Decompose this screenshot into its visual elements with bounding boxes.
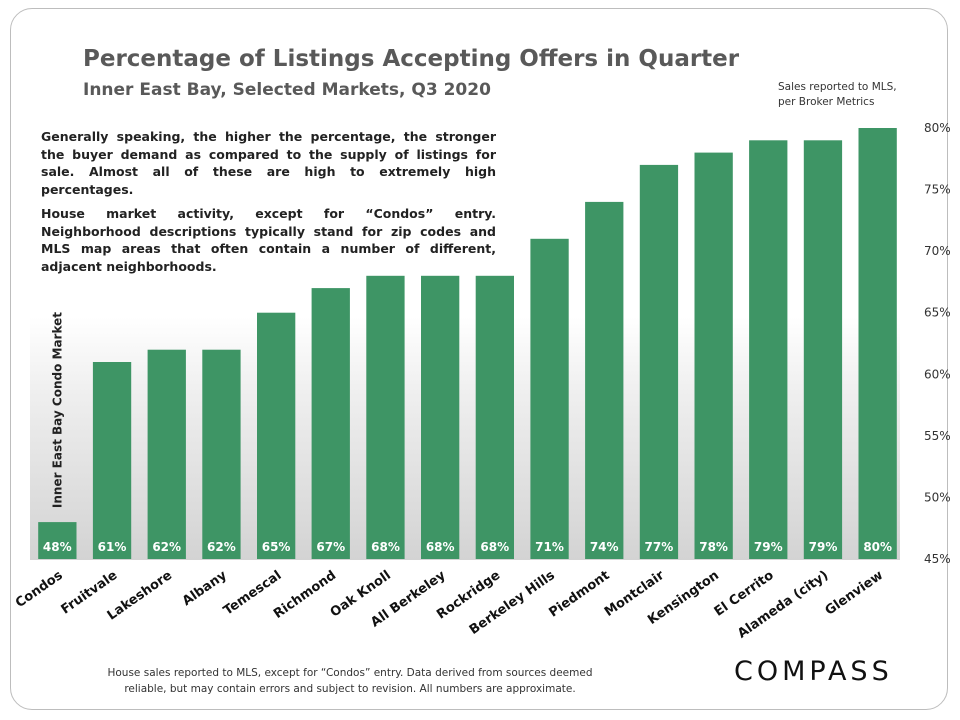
data-label: 68% [426, 540, 455, 554]
bar-fruitvale [92, 362, 132, 559]
data-label: 74% [590, 540, 619, 554]
data-label: 68% [480, 540, 509, 554]
y-tick-label: 80% [924, 121, 951, 135]
bar-kensington [694, 152, 733, 559]
data-label: 80% [863, 540, 892, 554]
source-line-2: per Broker Metrics [778, 96, 875, 108]
bar-glenview [858, 128, 897, 559]
bar-condos [38, 522, 77, 559]
explanation-paragraph-2: House market activity, except for “Condo… [41, 206, 496, 274]
footer-line-1: House sales reported to MLS, except for … [107, 667, 593, 679]
y-tick-label: 70% [924, 244, 951, 258]
bar-lakeshore [147, 349, 186, 559]
bar-albany [202, 349, 241, 559]
source-note: Sales reported to MLS, per Broker Metric… [778, 80, 928, 110]
bar-temescal [257, 312, 296, 559]
y-tick-label: 65% [924, 306, 951, 320]
y-tick-label: 50% [924, 490, 951, 504]
bar-berkeley-hills [530, 238, 569, 560]
data-label: 67% [316, 540, 345, 554]
explanation-paragraph-1: Generally speaking, the higher the perce… [41, 129, 496, 197]
data-label: 77% [645, 540, 674, 554]
bar-alameda-city [803, 140, 843, 560]
data-label: 71% [535, 540, 564, 554]
bar-richmond [311, 288, 350, 559]
y-tick-label: 55% [924, 429, 951, 443]
chart-subtitle: Inner East Bay, Selected Markets, Q3 202… [83, 80, 491, 100]
bar-montclair [639, 164, 679, 559]
condo-market-annotation: Inner East Bay Condo Market [50, 312, 64, 508]
footer-line-2: reliable, but may contain errors and sub… [124, 682, 576, 695]
data-label: 61% [98, 540, 127, 554]
y-tick-label: 60% [924, 367, 951, 381]
data-label: 62% [152, 540, 181, 554]
category-label: Glenview [823, 568, 886, 619]
footer-disclaimer: House sales reported to MLS, except for … [80, 666, 620, 697]
source-line-1: Sales reported to MLS, [778, 81, 897, 93]
bar-oak-knoll [366, 275, 405, 559]
y-tick-label: 75% [924, 183, 951, 197]
chart-title: Percentage of Listings Accepting Offers … [83, 46, 740, 72]
category-label: Albany [180, 568, 230, 609]
data-label: 79% [754, 540, 783, 554]
data-label: 78% [699, 540, 728, 554]
data-label: 48% [43, 540, 72, 554]
bar-rockridge [475, 275, 514, 559]
data-label: 65% [262, 540, 291, 554]
bar-all-berkeley [421, 275, 460, 559]
data-label: 62% [207, 540, 236, 554]
category-label: Alameda (city) [735, 568, 831, 642]
data-label: 68% [371, 540, 400, 554]
bar-el-cerrito [749, 140, 788, 560]
bar-piedmont [585, 201, 624, 559]
explanation-box: Generally speaking, the higher the perce… [32, 122, 504, 274]
compass-logo: COMPASS [734, 656, 893, 687]
y-tick-label: 45% [924, 552, 951, 566]
data-label: 79% [809, 540, 838, 554]
category-label: Piedmont [546, 568, 612, 620]
